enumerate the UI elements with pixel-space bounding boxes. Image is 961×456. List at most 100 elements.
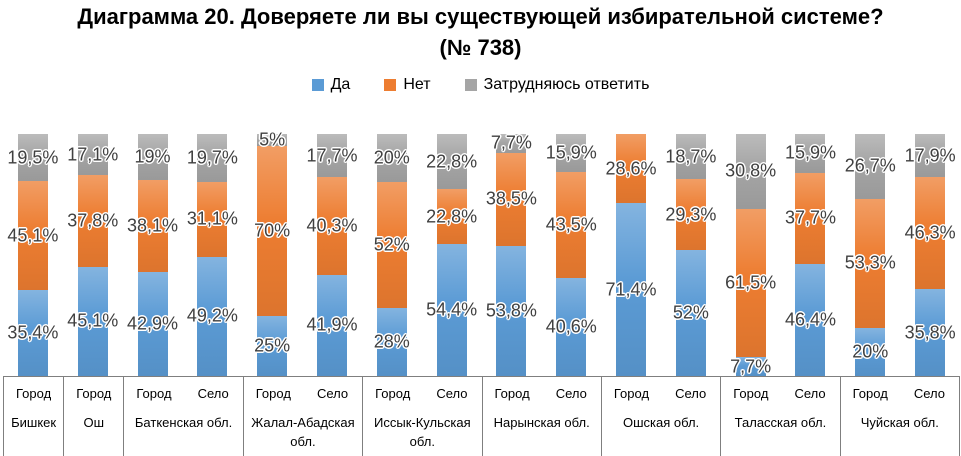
axis-area-row: Город Село: [483, 377, 601, 401]
data-label: 46,3%: [904, 222, 956, 243]
segment-da: [197, 256, 228, 376]
segment-net: [17, 181, 48, 291]
segment-net: [735, 208, 766, 358]
data-label: 17,9%: [904, 145, 956, 166]
chart-title-text: Диаграмма 20. Доверяете ли вы существующ…: [77, 4, 884, 60]
data-label: 45,1%: [7, 225, 59, 246]
axis-area-row: Город Село: [124, 377, 242, 401]
segment-undecided: [17, 134, 48, 182]
segment-undecided: [855, 134, 886, 199]
legend: Да Нет Затрудняюсь ответить: [0, 76, 961, 94]
axis-region-label: Баткенская обл.: [134, 415, 233, 430]
axis-area-row: Город Село: [363, 377, 481, 401]
axis-area-row: Город: [4, 377, 63, 401]
segment-net: [197, 181, 228, 257]
bar-slot: 52% 29,3% 18,7%: [661, 134, 721, 376]
axis-area-row: Город Село: [721, 377, 839, 401]
segment-net: [556, 172, 587, 278]
segment-da: [137, 272, 168, 376]
axis-area-label: Село: [316, 386, 349, 401]
segment-undecided: [376, 134, 407, 183]
legend-swatch-net-icon: [384, 79, 397, 91]
segment-da: [436, 244, 467, 376]
plot-area: 35,4% 45,1% 19,5% 45,1% 37,8% 17,1% 42,9% 38,1%…: [3, 130, 960, 377]
segment-da: [17, 290, 48, 376]
legend-item-undecided: Затрудняюсь ответить: [464, 76, 649, 94]
segment-net: [616, 134, 647, 204]
segment-net: [795, 172, 826, 264]
data-label: 22,8%: [426, 206, 478, 227]
data-label: 40,3%: [306, 215, 358, 236]
bar-slot: 35,8% 46,3% 17,9%: [900, 134, 960, 376]
bar-slot: 53,8% 38,5% 7,7%: [482, 132, 542, 376]
axis-area-label: Город: [136, 386, 172, 401]
data-label: 19,7%: [186, 147, 238, 168]
stacked-bar: [795, 134, 826, 376]
stacked-bar: [137, 134, 168, 376]
data-label: 41,9%: [306, 314, 358, 335]
axis-region-label: Бишкек: [11, 415, 57, 430]
legend-label-net: Нет: [403, 76, 431, 93]
segment-undecided: [795, 134, 826, 173]
axis-region-label: Иссык-Кульская обл.: [374, 415, 471, 449]
axis-region-cell: Город Село Нарынская обл.: [481, 377, 601, 456]
axis-region-label: Жалал-Абадская обл.: [251, 415, 355, 449]
bar-slot: 7,7% 61,5% 30,8%: [721, 134, 781, 376]
axis-area-label: Город: [255, 386, 291, 401]
bar-slot: 54,4% 22,8% 22,8%: [422, 134, 482, 376]
stacked-bar: [496, 134, 527, 376]
stacked-bar: [855, 134, 886, 376]
stacked-bar: [77, 134, 108, 376]
axis-area-label: Село: [555, 386, 587, 401]
data-label: 70%: [254, 220, 291, 241]
data-label: 28,6%: [605, 158, 657, 179]
data-label: 53,8%: [485, 300, 537, 321]
segment-undecided: [316, 134, 347, 178]
axis-area-label: Город: [494, 386, 530, 401]
data-label: 25%: [254, 335, 291, 356]
segment-da: [556, 277, 587, 376]
data-label: 28%: [373, 331, 410, 352]
bar-slot: 25% 70% 5%: [242, 130, 302, 376]
data-label: 71,4%: [605, 279, 657, 300]
data-label: 37,7%: [784, 207, 836, 228]
data-label: 54,4%: [426, 299, 478, 320]
segment-net: [376, 182, 407, 309]
data-label: 17,1%: [67, 144, 119, 165]
segment-net: [915, 177, 946, 290]
axis-area-row: Город Село: [841, 377, 959, 401]
data-label: 37,8%: [67, 210, 119, 231]
bar-slot: 28% 52% 20%: [362, 134, 422, 376]
axis-area-label: Город: [852, 386, 888, 401]
segment-undecided: [496, 134, 527, 153]
segment-undecided: [257, 134, 288, 147]
data-label: 52%: [672, 302, 709, 323]
chart-title: Диаграмма 20. Доверяете ли вы существующ…: [0, 2, 961, 64]
axis-area-label: Город: [613, 386, 650, 401]
stacked-bar: [376, 134, 407, 376]
bar-slot: 71,4% 28,6%: [601, 134, 661, 376]
axis-region-cell: Город Село Баткенская обл.: [123, 377, 242, 456]
data-label: 7,7%: [730, 356, 772, 377]
segment-da: [675, 250, 706, 376]
axis-region-cell: Город Село Таласская обл.: [720, 377, 839, 456]
axis-area-label: Село: [913, 386, 945, 401]
axis-region-cell: Город Бишкек: [3, 377, 63, 456]
data-label: 40,6%: [545, 316, 597, 337]
segment-net: [675, 179, 706, 251]
segment-net: [316, 177, 347, 275]
segment-undecided: [556, 134, 587, 173]
axis-area-label: Город: [16, 386, 52, 401]
data-label: 45,1%: [67, 310, 119, 331]
axis-area-label: Село: [197, 386, 229, 401]
segment-undecided: [436, 134, 467, 190]
stacked-bar: [316, 134, 347, 376]
data-label: 15,9%: [545, 142, 597, 163]
bar-slot: 35,4% 45,1% 19,5%: [3, 134, 63, 376]
data-label: 7,7%: [490, 132, 532, 153]
legend-item-net: Нет: [384, 76, 431, 94]
data-label: 31,1%: [186, 208, 238, 229]
axis-region-cell: Город Село Ошская обл.: [600, 377, 720, 456]
axis-region-label: Ош: [83, 415, 105, 430]
